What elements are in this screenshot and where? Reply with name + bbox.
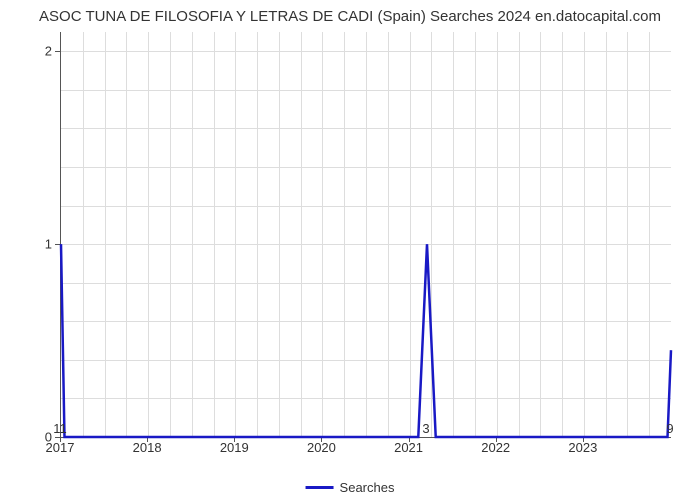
legend: Searches — [306, 480, 395, 495]
data-point-label: 9 — [666, 421, 673, 436]
x-tick-label: 2018 — [133, 440, 162, 455]
data-point-label: 11 — [53, 421, 67, 436]
line-series — [61, 32, 671, 437]
legend-label: Searches — [340, 480, 395, 495]
x-tick-label: 2023 — [568, 440, 597, 455]
plot-area — [60, 32, 671, 438]
x-tick-label: 2019 — [220, 440, 249, 455]
chart-container: ASOC TUNA DE FILOSOFIA Y LETRAS DE CADI … — [0, 0, 700, 500]
legend-swatch — [306, 486, 334, 489]
y-tick-label: 1 — [45, 237, 52, 252]
data-point-label: 3 — [422, 421, 429, 436]
x-tick-label: 2021 — [394, 440, 423, 455]
y-tick-label: 2 — [45, 44, 52, 59]
chart-title: ASOC TUNA DE FILOSOFIA Y LETRAS DE CADI … — [0, 0, 700, 29]
x-tick-label: 2020 — [307, 440, 336, 455]
x-tick-label: 2022 — [481, 440, 510, 455]
x-tick-label: 2017 — [46, 440, 75, 455]
